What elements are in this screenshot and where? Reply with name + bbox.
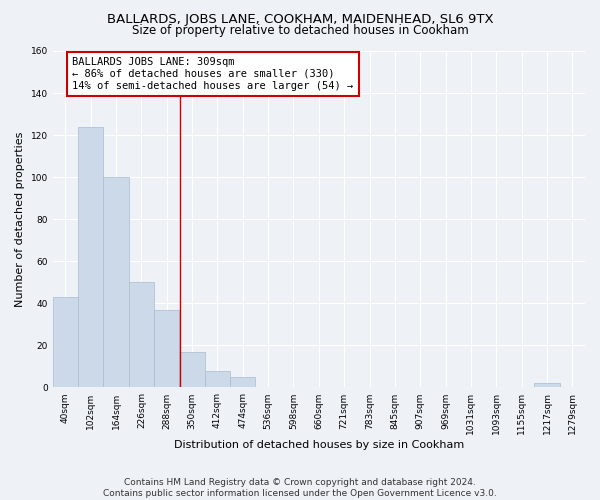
Bar	[154, 310, 179, 388]
Bar	[535, 384, 560, 388]
Text: BALLARDS JOBS LANE: 309sqm
← 86% of detached houses are smaller (330)
14% of sem: BALLARDS JOBS LANE: 309sqm ← 86% of deta…	[73, 58, 353, 90]
Text: BALLARDS, JOBS LANE, COOKHAM, MAIDENHEAD, SL6 9TX: BALLARDS, JOBS LANE, COOKHAM, MAIDENHEAD…	[107, 12, 493, 26]
Bar	[53, 297, 78, 388]
Bar	[230, 377, 256, 388]
Y-axis label: Number of detached properties: Number of detached properties	[15, 132, 25, 307]
Bar	[179, 352, 205, 388]
Bar	[129, 282, 154, 388]
Bar	[78, 126, 103, 388]
Text: Contains HM Land Registry data © Crown copyright and database right 2024.
Contai: Contains HM Land Registry data © Crown c…	[103, 478, 497, 498]
Bar	[103, 177, 129, 388]
X-axis label: Distribution of detached houses by size in Cookham: Distribution of detached houses by size …	[174, 440, 464, 450]
Bar	[205, 370, 230, 388]
Text: Size of property relative to detached houses in Cookham: Size of property relative to detached ho…	[131, 24, 469, 37]
